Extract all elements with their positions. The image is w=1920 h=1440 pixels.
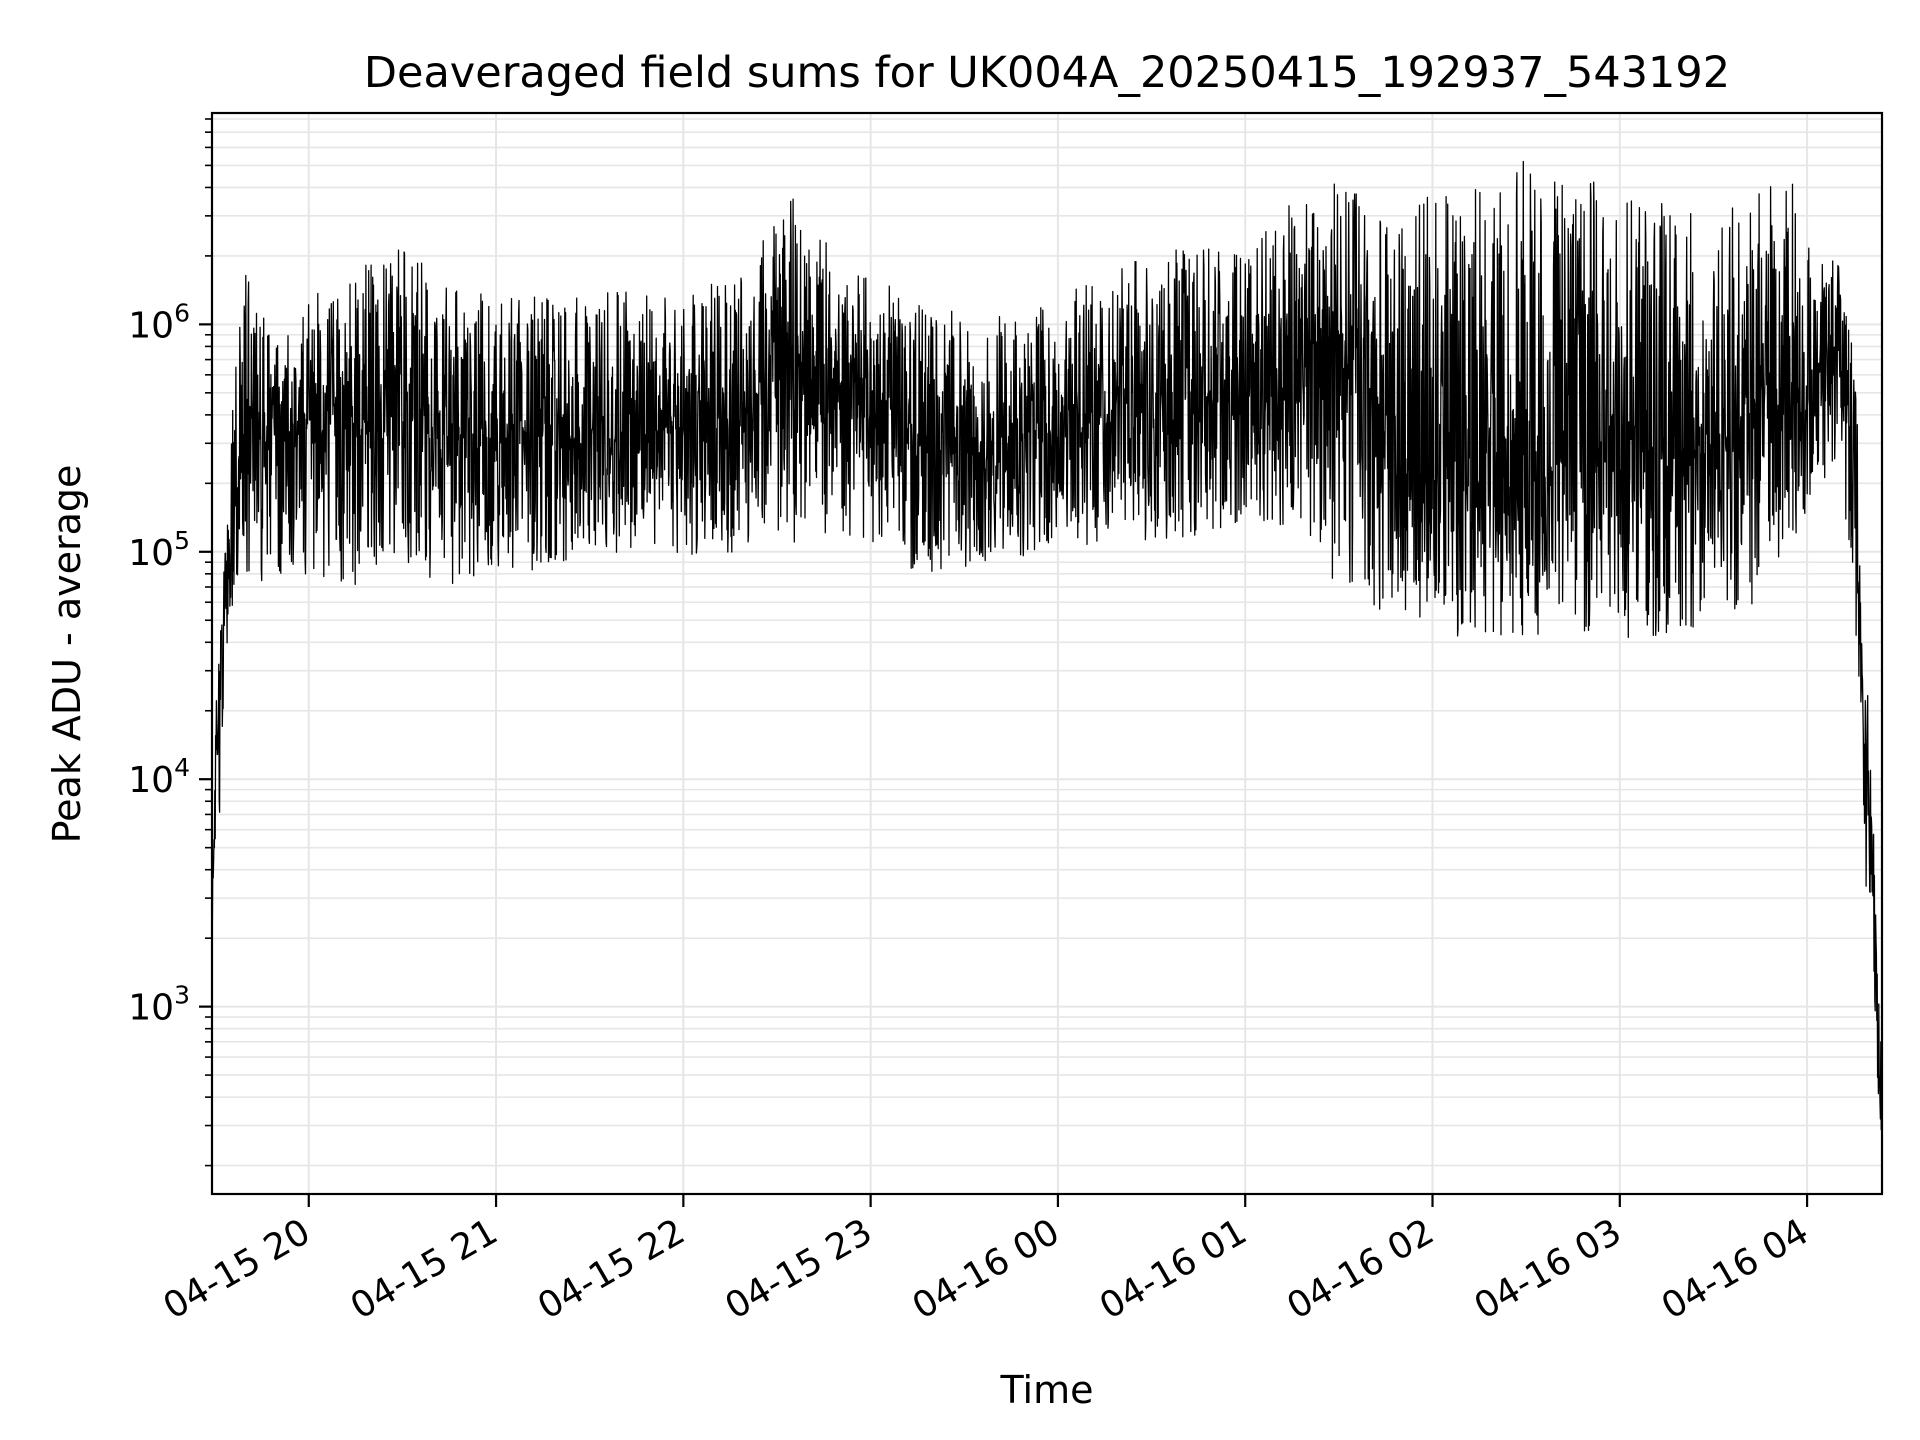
y-axis-ticks: 103 104 105 106 bbox=[128, 118, 212, 1167]
y-tick-label: 105 bbox=[128, 526, 190, 574]
y-tick-label: 106 bbox=[128, 298, 190, 346]
y-axis-label: Peak ADU - average bbox=[45, 465, 89, 844]
x-axis-label: Time bbox=[1000, 1368, 1094, 1412]
series-line bbox=[211, 160, 1883, 1146]
y-tick-label: 104 bbox=[128, 753, 190, 801]
plot-frame bbox=[210, 111, 1884, 1196]
chart-title: Deaveraged field sums for UK004A_2025041… bbox=[364, 48, 1730, 98]
series-layer bbox=[211, 160, 1883, 1146]
y-tick-label: 103 bbox=[128, 981, 190, 1029]
